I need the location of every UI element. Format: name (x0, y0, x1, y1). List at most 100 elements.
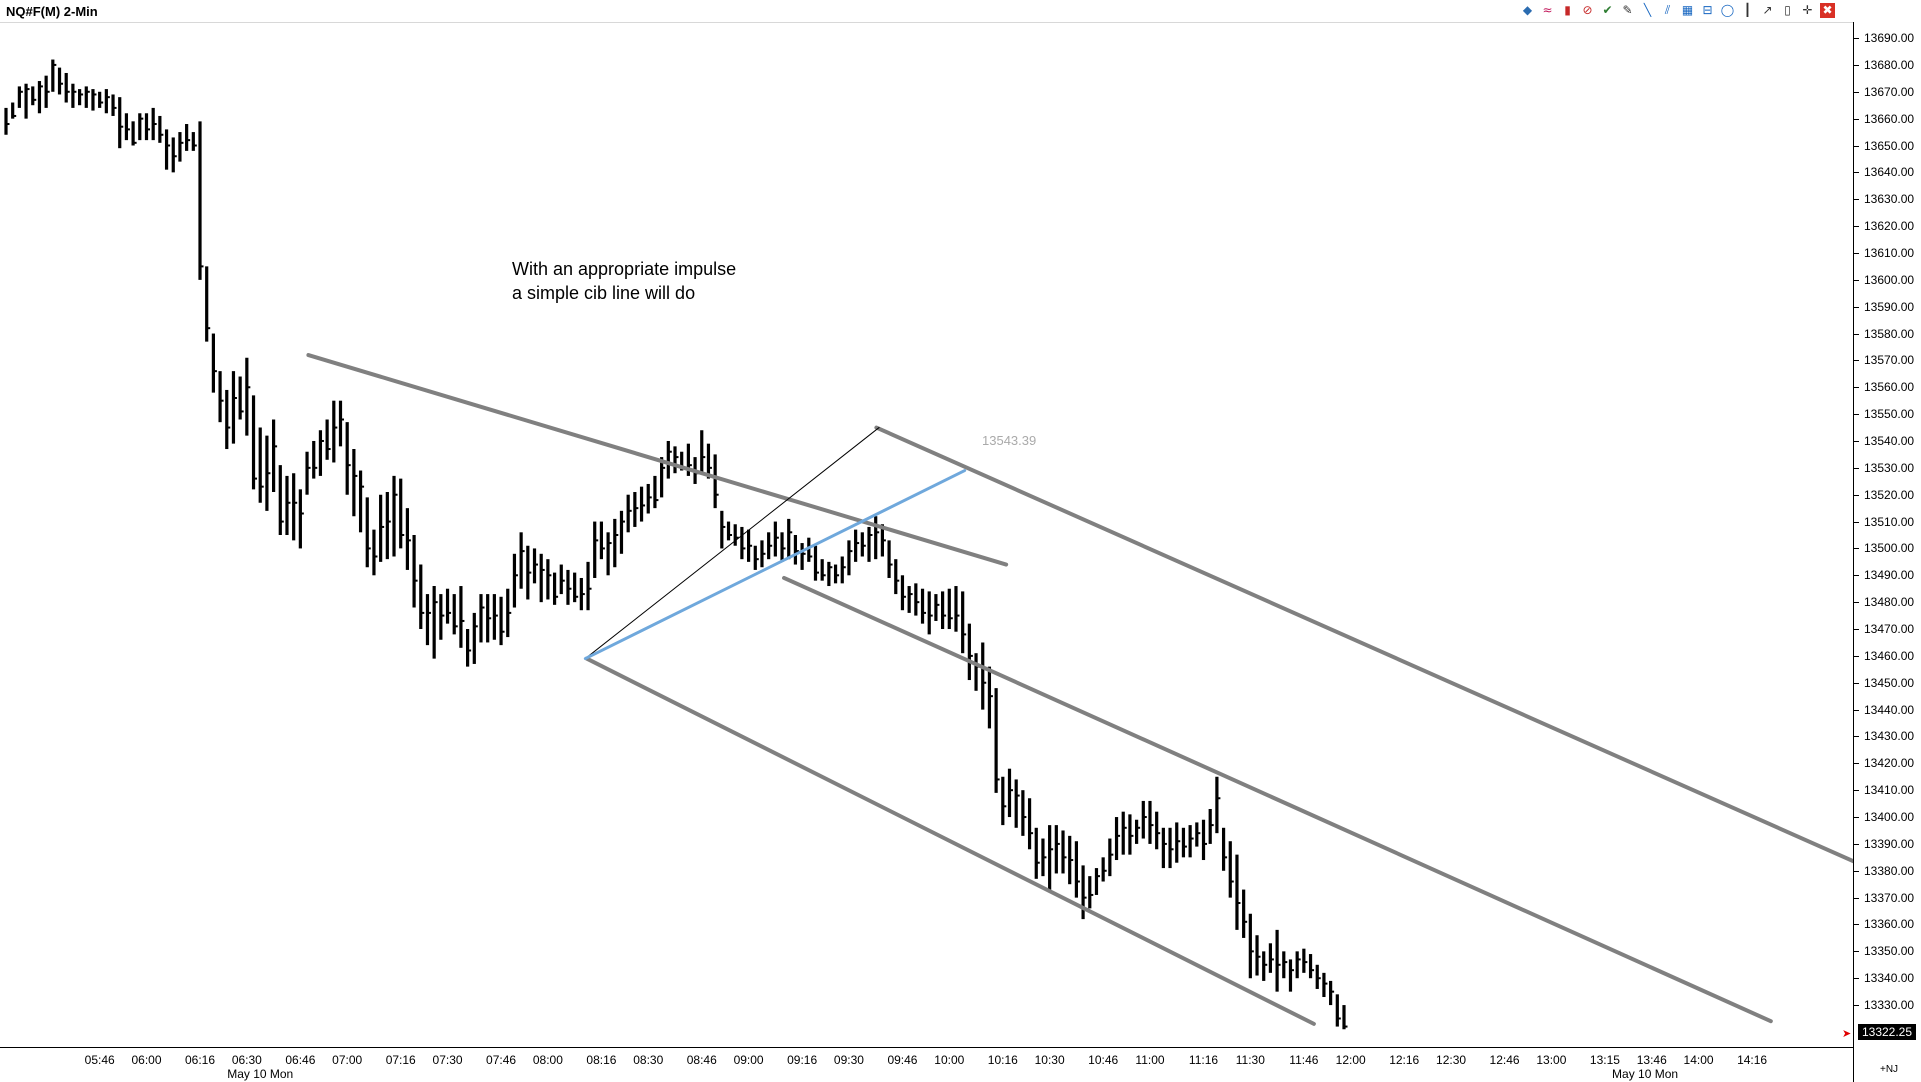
price-axis[interactable]: 13330.00 13340.00 13350.00 13360.00 13370.00… (1853, 22, 1921, 1082)
price-bar (345, 422, 351, 495)
price-bar (1108, 838, 1114, 877)
price-bar (265, 435, 271, 511)
crosshair-icon[interactable]: ✛ (1802, 3, 1813, 17)
price-bar (613, 518, 619, 568)
time-tick-label: 12:00 (1335, 1053, 1366, 1067)
price-bar (1275, 929, 1281, 992)
price-bar (77, 89, 84, 106)
price-tick-label: 13680.00 (1864, 57, 1915, 72)
price-chart[interactable] (0, 0, 1853, 1047)
price-tick-label: 13610.00 (1864, 245, 1915, 260)
price-bar (225, 389, 231, 450)
price-tick-label: 13330.00 (1864, 998, 1915, 1013)
price-tick-mark (1854, 1005, 1859, 1007)
grid-icon[interactable]: ▦ (1681, 3, 1694, 17)
impulse-thin[interactable] (584, 427, 880, 660)
price-bar (539, 553, 545, 603)
price-bar (272, 419, 278, 493)
price-bar (1074, 841, 1080, 898)
price-bar (700, 430, 706, 474)
price-bar (292, 473, 298, 541)
price-bar (1014, 779, 1020, 828)
price-tick-label: 13340.00 (1864, 971, 1915, 986)
price-bar (31, 86, 37, 106)
price-tick-mark (1854, 629, 1859, 631)
close-icon[interactable]: ✖ (1820, 3, 1835, 18)
trendline-icon[interactable]: ╲ (1643, 3, 1652, 17)
price-tick-mark (1854, 763, 1859, 765)
price-tick-mark (1854, 817, 1859, 819)
price-bar (967, 623, 973, 681)
price-bar (1141, 800, 1147, 839)
no-entry-icon[interactable]: ⊘ (1582, 3, 1593, 17)
channel-middle[interactable] (782, 575, 1773, 1024)
pencil-icon[interactable]: ✎ (1622, 3, 1633, 17)
price-bar (332, 400, 338, 463)
waves-icon[interactable]: ≈ (1542, 3, 1553, 17)
price-bar (439, 594, 445, 640)
price-bar (619, 510, 625, 554)
price-bar (171, 137, 177, 173)
price-bar (4, 107, 10, 135)
price-bar (1034, 827, 1040, 879)
price-tick-label: 13440.00 (1864, 702, 1915, 717)
candle-icon[interactable]: ▮ (1564, 3, 1571, 17)
price-bar (466, 629, 472, 667)
price-bar (780, 532, 786, 562)
price-bar (1201, 819, 1208, 861)
channel-upper-right[interactable] (874, 425, 1853, 895)
channel-lower-left[interactable] (584, 656, 1316, 1026)
time-axis[interactable]: 05:46 06:00 06:16 06:30 06:46 07:00 07:16 07:30… (0, 1047, 1853, 1082)
check-icon[interactable]: ✔ (1602, 3, 1613, 17)
price-tick-mark (1854, 64, 1859, 66)
price-bar (1235, 854, 1241, 930)
time-tick-label: 11:16 (1188, 1053, 1219, 1067)
price-bar (552, 572, 559, 605)
price-bar (312, 440, 318, 479)
box-icon[interactable]: ▯ (1784, 3, 1791, 17)
time-tick-label: 09:30 (833, 1053, 864, 1067)
price-bar (767, 532, 773, 560)
price-bar (365, 497, 371, 568)
price-tick-mark (1854, 790, 1859, 792)
channel-icon[interactable]: ⫽ (1664, 3, 1671, 17)
price-tick-label: 13380.00 (1864, 863, 1915, 878)
chart-annotation: With an appropriate impulse a simple cib… (512, 257, 736, 305)
price-tick-mark (1854, 38, 1859, 40)
price-bar (666, 440, 672, 479)
price-bar (1322, 972, 1328, 998)
price-bar (1094, 868, 1100, 895)
objects-icon[interactable]: ◆ (1522, 3, 1533, 17)
chart-title: NQ#F(M) 2-Min (6, 4, 98, 19)
price-bar (98, 91, 104, 108)
price-bar (1288, 959, 1294, 992)
price-bar (64, 72, 70, 103)
channel-upper-left[interactable] (306, 353, 1009, 567)
price-tick-label: 13490.00 (1864, 568, 1915, 583)
price-bar (593, 521, 599, 578)
price-bar (1315, 964, 1321, 989)
price-bar (947, 588, 953, 630)
price-bar (338, 400, 344, 447)
cib-line[interactable] (583, 469, 967, 661)
price-bar (606, 532, 612, 576)
time-tick-label: 08:16 (586, 1053, 617, 1067)
price-bar (1295, 951, 1301, 979)
time-tick-label: 12:30 (1436, 1053, 1467, 1067)
price-bar (860, 532, 866, 557)
vertical-line-icon[interactable]: ┃ (1743, 3, 1752, 17)
fib-icon[interactable]: ⊟ (1702, 3, 1713, 17)
price-bar (854, 529, 860, 562)
time-tick-label: 08:30 (633, 1053, 664, 1067)
price-bar (532, 548, 539, 584)
price-bar (706, 443, 712, 479)
price-bar (1088, 876, 1094, 909)
circle-icon[interactable]: ◯ (1720, 3, 1735, 17)
date-label: May 10 Mon (1612, 1067, 1679, 1081)
arrow-icon[interactable]: ↗ (1762, 3, 1773, 17)
price-bar (71, 83, 77, 108)
price-tick-mark (1854, 226, 1859, 228)
price-bar (1188, 825, 1194, 858)
time-tick-label: 07:16 (385, 1053, 416, 1067)
price-tick-mark (1854, 843, 1859, 845)
